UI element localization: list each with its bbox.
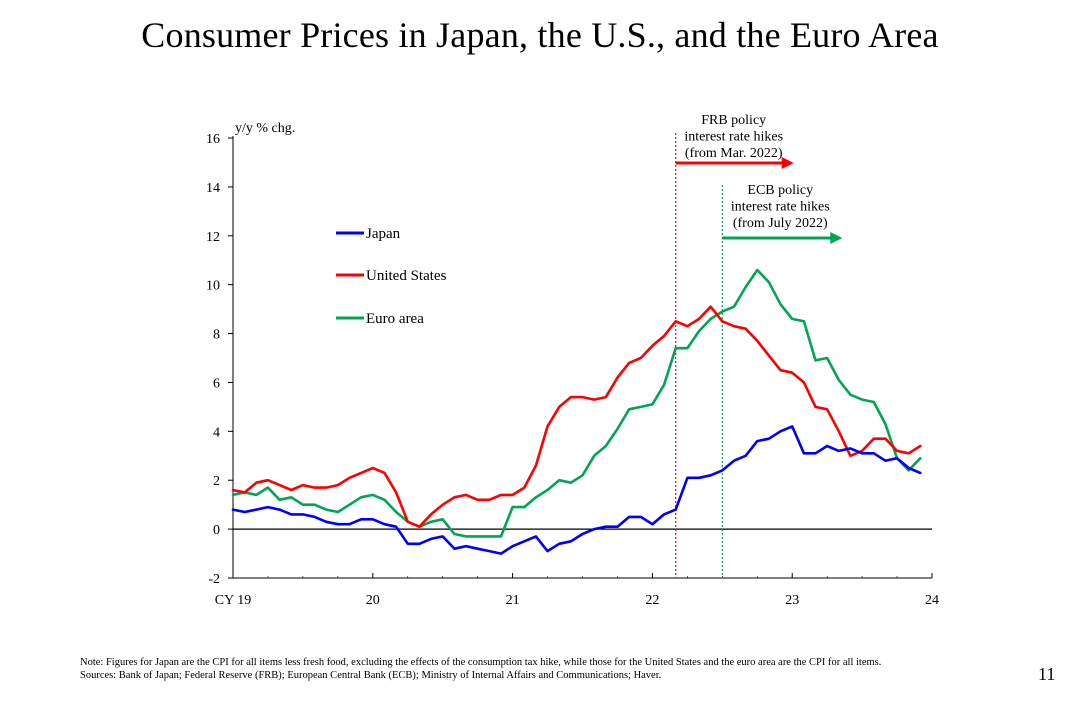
annotation-text: ECB policy (747, 183, 813, 198)
y-tick-label: 12 (206, 230, 220, 245)
series-line-euro-area (231, 268, 922, 538)
y-tick-label: 8 (213, 328, 220, 343)
note-text: Note: Figures for Japan are the CPI for … (80, 657, 882, 668)
annotation-text: interest rate hikes (684, 130, 783, 145)
annotation-text: (from Mar. 2022) (685, 146, 783, 161)
x-tick-label: 21 (506, 593, 520, 608)
x-tick-label: 20 (366, 593, 380, 608)
x-tick-label: 24 (925, 593, 939, 608)
legend-label-united-states: United States (366, 268, 447, 284)
series-lines (231, 268, 922, 555)
page-number: 11 (1038, 664, 1056, 684)
legend: Japan United States Euro area (336, 226, 447, 327)
annotation-text: interest rate hikes (731, 200, 830, 215)
annotation-arrowhead (830, 232, 843, 244)
series-line-japan (231, 425, 922, 555)
y-tick-label: 16 (206, 132, 220, 147)
page-title: Consumer Prices in Japan, the U.S., and … (141, 15, 939, 55)
y-tick-label: -2 (208, 572, 220, 587)
y-tick-label: 2 (213, 474, 220, 489)
y-tick-label: 4 (213, 425, 220, 440)
legend-label-euro-area: Euro area (366, 311, 424, 327)
annotation-text: FRB policy (701, 113, 766, 128)
series-line-united-states (231, 305, 922, 529)
y-tick-label: 0 (213, 523, 220, 538)
legend-label-japan: Japan (366, 226, 401, 242)
x-tick-label: CY 19 (215, 593, 251, 608)
annotation-arrowhead (781, 157, 794, 169)
sources-text: Sources: Bank of Japan; Federal Reserve … (80, 670, 662, 681)
footer-notes: Note: Figures for Japan are the CPI for … (80, 656, 881, 682)
y-tick-label: 14 (206, 181, 220, 196)
y-tick-label: 10 (206, 279, 220, 294)
x-tick-label: 23 (785, 593, 799, 608)
y-tick-label: 6 (213, 376, 220, 391)
x-tick-label: 22 (645, 593, 659, 608)
y-axis-label: y/y % chg. (235, 121, 295, 136)
annotation-text: (from July 2022) (733, 216, 828, 231)
